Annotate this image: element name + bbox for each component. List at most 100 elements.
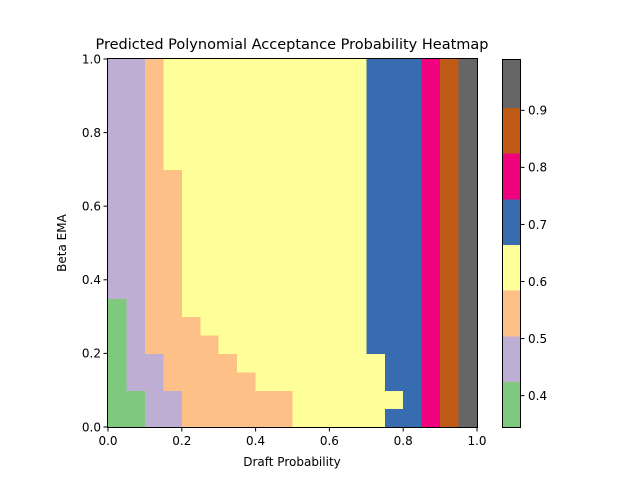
heatmap-cell xyxy=(421,206,441,226)
heatmap-cell xyxy=(403,169,423,189)
heatmap-cell xyxy=(403,59,423,78)
plot-frame xyxy=(107,58,478,428)
heatmap-cell xyxy=(440,371,460,391)
heatmap-cell xyxy=(108,316,128,336)
heatmap-cell xyxy=(126,261,146,281)
heatmap-cell xyxy=(458,298,478,318)
heatmap-cell xyxy=(181,316,201,336)
heatmap-cell xyxy=(384,95,404,115)
heatmap-cell xyxy=(200,224,220,244)
heatmap-cell xyxy=(274,390,294,410)
heatmap-cell xyxy=(108,353,128,373)
heatmap-cell xyxy=(218,187,238,207)
heatmap-cell xyxy=(458,353,478,373)
heatmap-cell xyxy=(329,243,349,262)
heatmap-cell xyxy=(218,335,238,354)
heatmap-cell xyxy=(403,151,423,170)
heatmap-cell xyxy=(274,353,294,373)
colorbar-segment xyxy=(502,244,520,291)
heatmap-cell xyxy=(310,59,330,78)
heatmap-cell xyxy=(144,353,164,373)
y-axis-ticks: 0.0 0.2 0.4 0.6 0.8 1.0 xyxy=(82,52,108,434)
heatmap-cell xyxy=(292,371,312,391)
heatmap-cell xyxy=(126,132,146,152)
heatmap-cell xyxy=(421,371,441,391)
heatmap-cell xyxy=(329,187,349,207)
heatmap-cell xyxy=(108,261,128,281)
heatmap-cell xyxy=(440,279,460,299)
heatmap-cell xyxy=(347,59,367,78)
heatmap-cell xyxy=(329,390,349,410)
heatmap-cell xyxy=(274,243,294,262)
heatmap-cell xyxy=(347,335,367,354)
heatmap-cell xyxy=(108,151,128,170)
heatmap-cell xyxy=(200,353,220,373)
heatmap-cell xyxy=(329,371,349,391)
heatmap-cell xyxy=(255,298,275,318)
heatmap-cell xyxy=(440,353,460,373)
heatmap-cell xyxy=(181,224,201,244)
heatmap-cell xyxy=(458,151,478,170)
heatmap-cell xyxy=(181,59,201,78)
heatmap-cell xyxy=(366,169,386,189)
heatmap-cell xyxy=(366,390,386,410)
heatmap-cell xyxy=(347,353,367,373)
heatmap-cell xyxy=(126,371,146,391)
heatmap-cell xyxy=(218,261,238,281)
heatmap-cell xyxy=(255,279,275,299)
heatmap-cell xyxy=(218,95,238,115)
heatmap-cell xyxy=(347,224,367,244)
heatmap-cell xyxy=(310,316,330,336)
heatmap-cell xyxy=(274,59,294,78)
heatmap-cell xyxy=(403,298,423,318)
x-tick-label: 0.2 xyxy=(172,434,191,448)
heatmap-cell xyxy=(366,77,386,97)
heatmap-cell xyxy=(292,114,312,134)
heatmap-cell xyxy=(144,298,164,318)
heatmap-cell xyxy=(218,169,238,189)
heatmap-cell xyxy=(237,353,257,373)
heatmap-cell xyxy=(144,132,164,152)
y-tick-label: 1.0 xyxy=(82,52,101,66)
heatmap-cell xyxy=(292,187,312,207)
heatmap-cell xyxy=(181,77,201,97)
heatmap-cell xyxy=(347,77,367,97)
heatmap-cell xyxy=(292,77,312,97)
heatmap-cells xyxy=(108,59,478,428)
heatmap-cell xyxy=(108,408,128,428)
heatmap-cell xyxy=(126,353,146,373)
heatmap-cell xyxy=(421,151,441,170)
heatmap-cell xyxy=(421,114,441,134)
heatmap-cell xyxy=(126,59,146,78)
colorbar-tick-label: 0.7 xyxy=(528,218,547,232)
heatmap-cell xyxy=(108,132,128,152)
heatmap-cell xyxy=(126,390,146,410)
heatmap-cell xyxy=(458,279,478,299)
heatmap-cell xyxy=(366,95,386,115)
heatmap-cell xyxy=(366,132,386,152)
heatmap-cell xyxy=(274,316,294,336)
heatmap-cell xyxy=(163,114,183,134)
colorbar-segment xyxy=(502,153,520,200)
y-tick-label: 0.0 xyxy=(82,420,101,434)
heatmap-cell xyxy=(440,335,460,354)
heatmap-cell xyxy=(108,224,128,244)
heatmap-cell xyxy=(126,169,146,189)
heatmap-cell xyxy=(440,59,460,78)
x-axis-label: Draft Probability xyxy=(243,455,341,469)
heatmap-cell xyxy=(310,169,330,189)
x-tick-label: 0.0 xyxy=(98,434,117,448)
heatmap-cell xyxy=(403,335,423,354)
heatmap-cell xyxy=(458,95,478,115)
heatmap-cell xyxy=(310,151,330,170)
heatmap-cell xyxy=(292,335,312,354)
heatmap-cell xyxy=(255,408,275,428)
heatmap-cell xyxy=(237,151,257,170)
heatmap-cell xyxy=(458,224,478,244)
heatmap-cell xyxy=(255,243,275,262)
heatmap-cell xyxy=(237,224,257,244)
heatmap-cell xyxy=(126,114,146,134)
heatmap-cell xyxy=(384,279,404,299)
heatmap-cell xyxy=(181,243,201,262)
heatmap-cell xyxy=(403,206,423,226)
